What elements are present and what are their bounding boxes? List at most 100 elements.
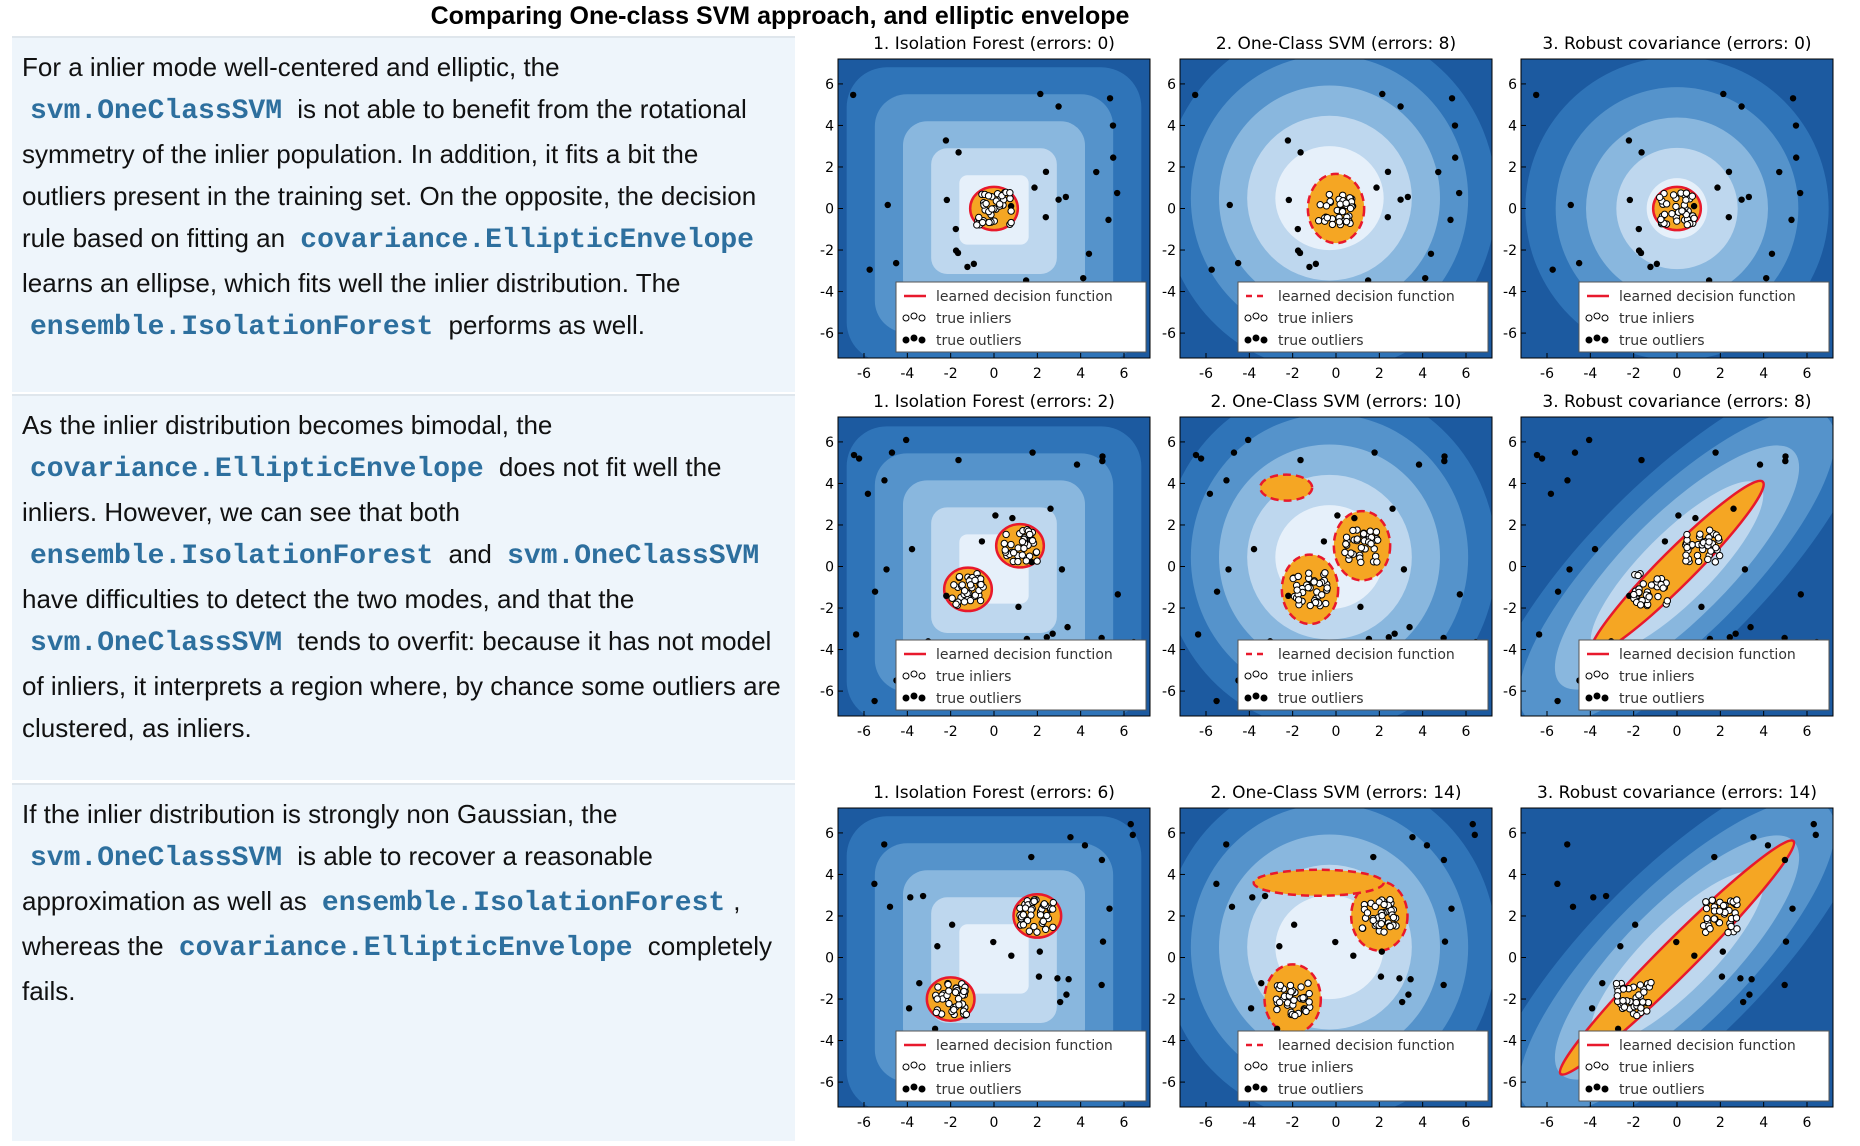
outlier-point	[1067, 833, 1074, 841]
legend-label: learned decision function	[1619, 647, 1796, 663]
y-tick-label: 6	[1508, 77, 1517, 93]
legend-label: true outliers	[936, 691, 1022, 707]
description-cell: If the inlier distribution is strongly n…	[12, 783, 795, 1141]
legend-label: learned decision function	[936, 289, 1113, 305]
legend-marker	[902, 336, 910, 344]
x-tick-label: 0	[1673, 1115, 1682, 1131]
legend-label: true outliers	[1278, 333, 1364, 349]
legend-marker	[918, 336, 926, 344]
outlier-point	[1106, 95, 1114, 102]
inlier-point	[1378, 911, 1386, 920]
outlier-point	[1194, 631, 1202, 638]
inlier-point	[1294, 572, 1302, 581]
outlier-point	[1415, 461, 1423, 468]
outlier-point	[1692, 514, 1699, 522]
outlier-point	[1575, 259, 1583, 267]
outlier-point	[990, 938, 997, 946]
description-cell: As the inlier distribution becomes bimod…	[12, 394, 795, 780]
inlier-point	[1048, 905, 1057, 913]
x-tick-label: 6	[1462, 366, 1471, 382]
outlier-point	[1653, 260, 1661, 268]
outlier-point	[1406, 623, 1413, 631]
inlier-point	[1682, 189, 1691, 197]
inlier-point	[1708, 896, 1716, 904]
outlier-point	[1764, 842, 1772, 849]
legend-marker	[1252, 312, 1260, 320]
inlier-point	[1347, 549, 1355, 557]
outlier-point	[1535, 631, 1543, 638]
inlier-point	[1690, 214, 1698, 222]
y-tick-label: 4	[1508, 867, 1517, 883]
outlier-point	[1373, 184, 1380, 191]
inlier-point	[1371, 902, 1379, 911]
inlier-point	[962, 1010, 971, 1019]
outlier-point	[883, 566, 890, 573]
x-tick-label: -4	[900, 1115, 914, 1131]
inlier-point	[945, 999, 953, 1008]
outlier-point	[1371, 449, 1378, 456]
inlier-point	[1357, 558, 1365, 567]
panel-title: 3. Robust covariance (errors: 0)	[1542, 34, 1811, 54]
x-tick-label: 0	[1332, 1115, 1341, 1131]
inlier-point	[952, 600, 960, 608]
legend-label: true inliers	[936, 311, 1011, 327]
x-tick-label: 0	[1673, 724, 1682, 740]
outlier-point	[1776, 168, 1783, 176]
code-reference: svm.OneClassSVM	[30, 628, 283, 659]
inlier-point	[1372, 528, 1381, 536]
inlier-point	[1304, 979, 1312, 987]
outlier-point	[1747, 623, 1754, 631]
x-tick-label: -6	[1199, 366, 1213, 382]
outlier-point	[908, 545, 916, 553]
legend-marker	[910, 1061, 918, 1069]
legend-box	[1237, 1030, 1489, 1102]
inlier-point	[1305, 998, 1313, 1006]
outlier-point	[1792, 154, 1800, 161]
inlier-point	[950, 1006, 958, 1014]
legend-label: learned decision function	[936, 647, 1113, 663]
y-tick-label: -4	[1162, 1034, 1176, 1050]
outlier-point	[1312, 260, 1320, 268]
inlier-point	[1358, 924, 1367, 932]
inlier-point	[971, 576, 979, 585]
inlier-point	[1706, 925, 1714, 933]
outlier-point	[1105, 216, 1112, 224]
x-tick-label: -4	[1583, 724, 1597, 740]
text-run: tends to overfit: because it has not mod…	[22, 626, 781, 743]
y-tick-label: 2	[825, 909, 834, 925]
inlier-point	[1025, 927, 1034, 935]
inlier-point	[1049, 923, 1057, 931]
outlier-point	[1294, 225, 1302, 233]
legend-box	[1578, 281, 1830, 353]
outlier-point	[1718, 973, 1726, 980]
y-tick-label: -2	[1162, 992, 1176, 1008]
panel-title: 3. Robust covariance (errors: 14)	[1537, 783, 1817, 803]
x-tick-label: -2	[944, 366, 958, 382]
y-tick-label: 4	[1508, 118, 1517, 134]
x-tick-label: 6	[1462, 724, 1471, 740]
x-tick-label: -2	[1627, 366, 1641, 382]
inlier-point	[1370, 545, 1378, 553]
x-tick-label: 0	[990, 366, 999, 382]
inlier-point	[1026, 530, 1034, 539]
inlier-point	[1006, 189, 1014, 197]
y-tick-label: -6	[1503, 684, 1517, 700]
x-tick-label: -4	[1242, 1115, 1256, 1131]
outlier-point	[1788, 216, 1795, 224]
legend-label: learned decision function	[1278, 1038, 1455, 1054]
inlier-point	[1705, 526, 1714, 534]
outlier-point	[866, 266, 873, 273]
legend-marker	[918, 1063, 926, 1071]
inlier-point	[1030, 897, 1038, 906]
outlier-point	[1099, 938, 1107, 945]
outlier-point	[1447, 216, 1454, 224]
inlier-point	[1653, 575, 1661, 583]
description-cell: For a inlier mode well-centered and elli…	[12, 36, 795, 392]
x-tick-label: -2	[1286, 724, 1300, 740]
outlier-point	[1056, 998, 1064, 1006]
inlier-point	[1662, 200, 1671, 208]
outlier-point	[1782, 453, 1789, 460]
inlier-point	[933, 995, 941, 1003]
